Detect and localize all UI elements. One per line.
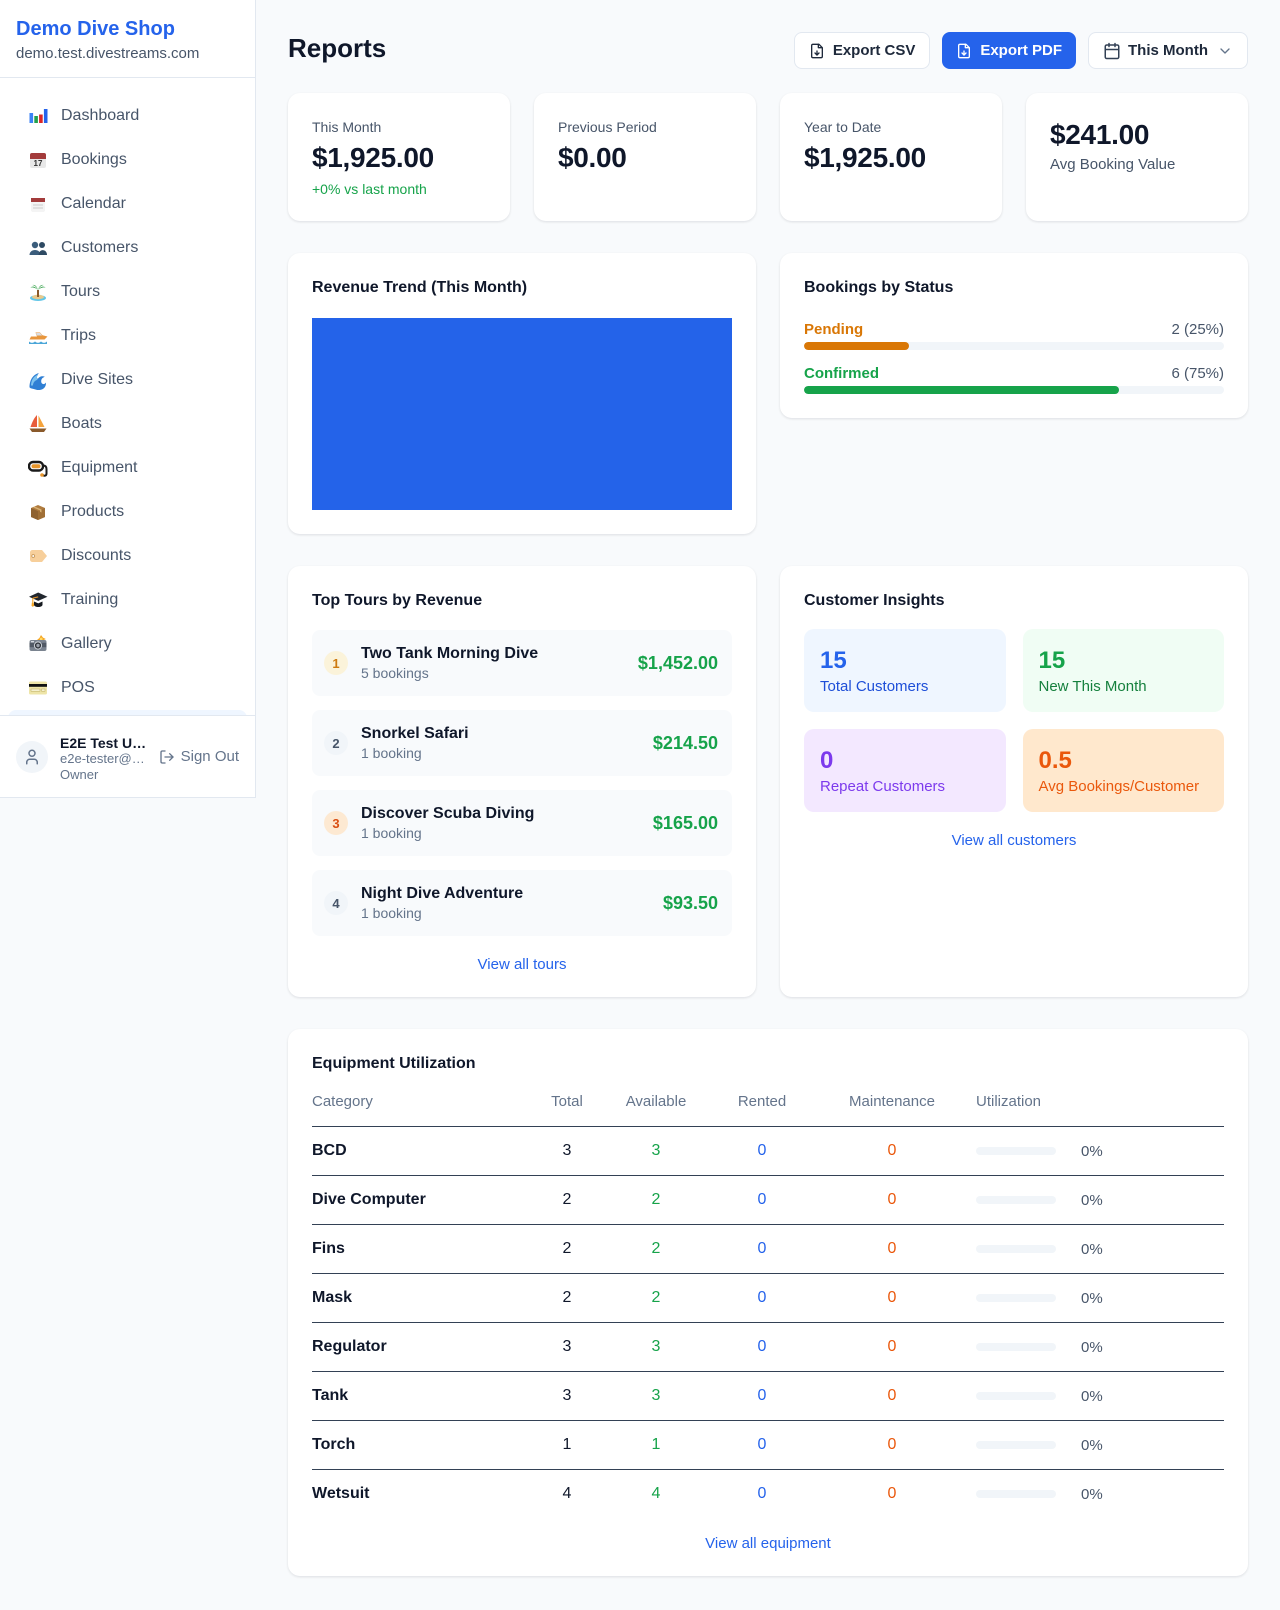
svg-text:17: 17 <box>34 159 43 168</box>
